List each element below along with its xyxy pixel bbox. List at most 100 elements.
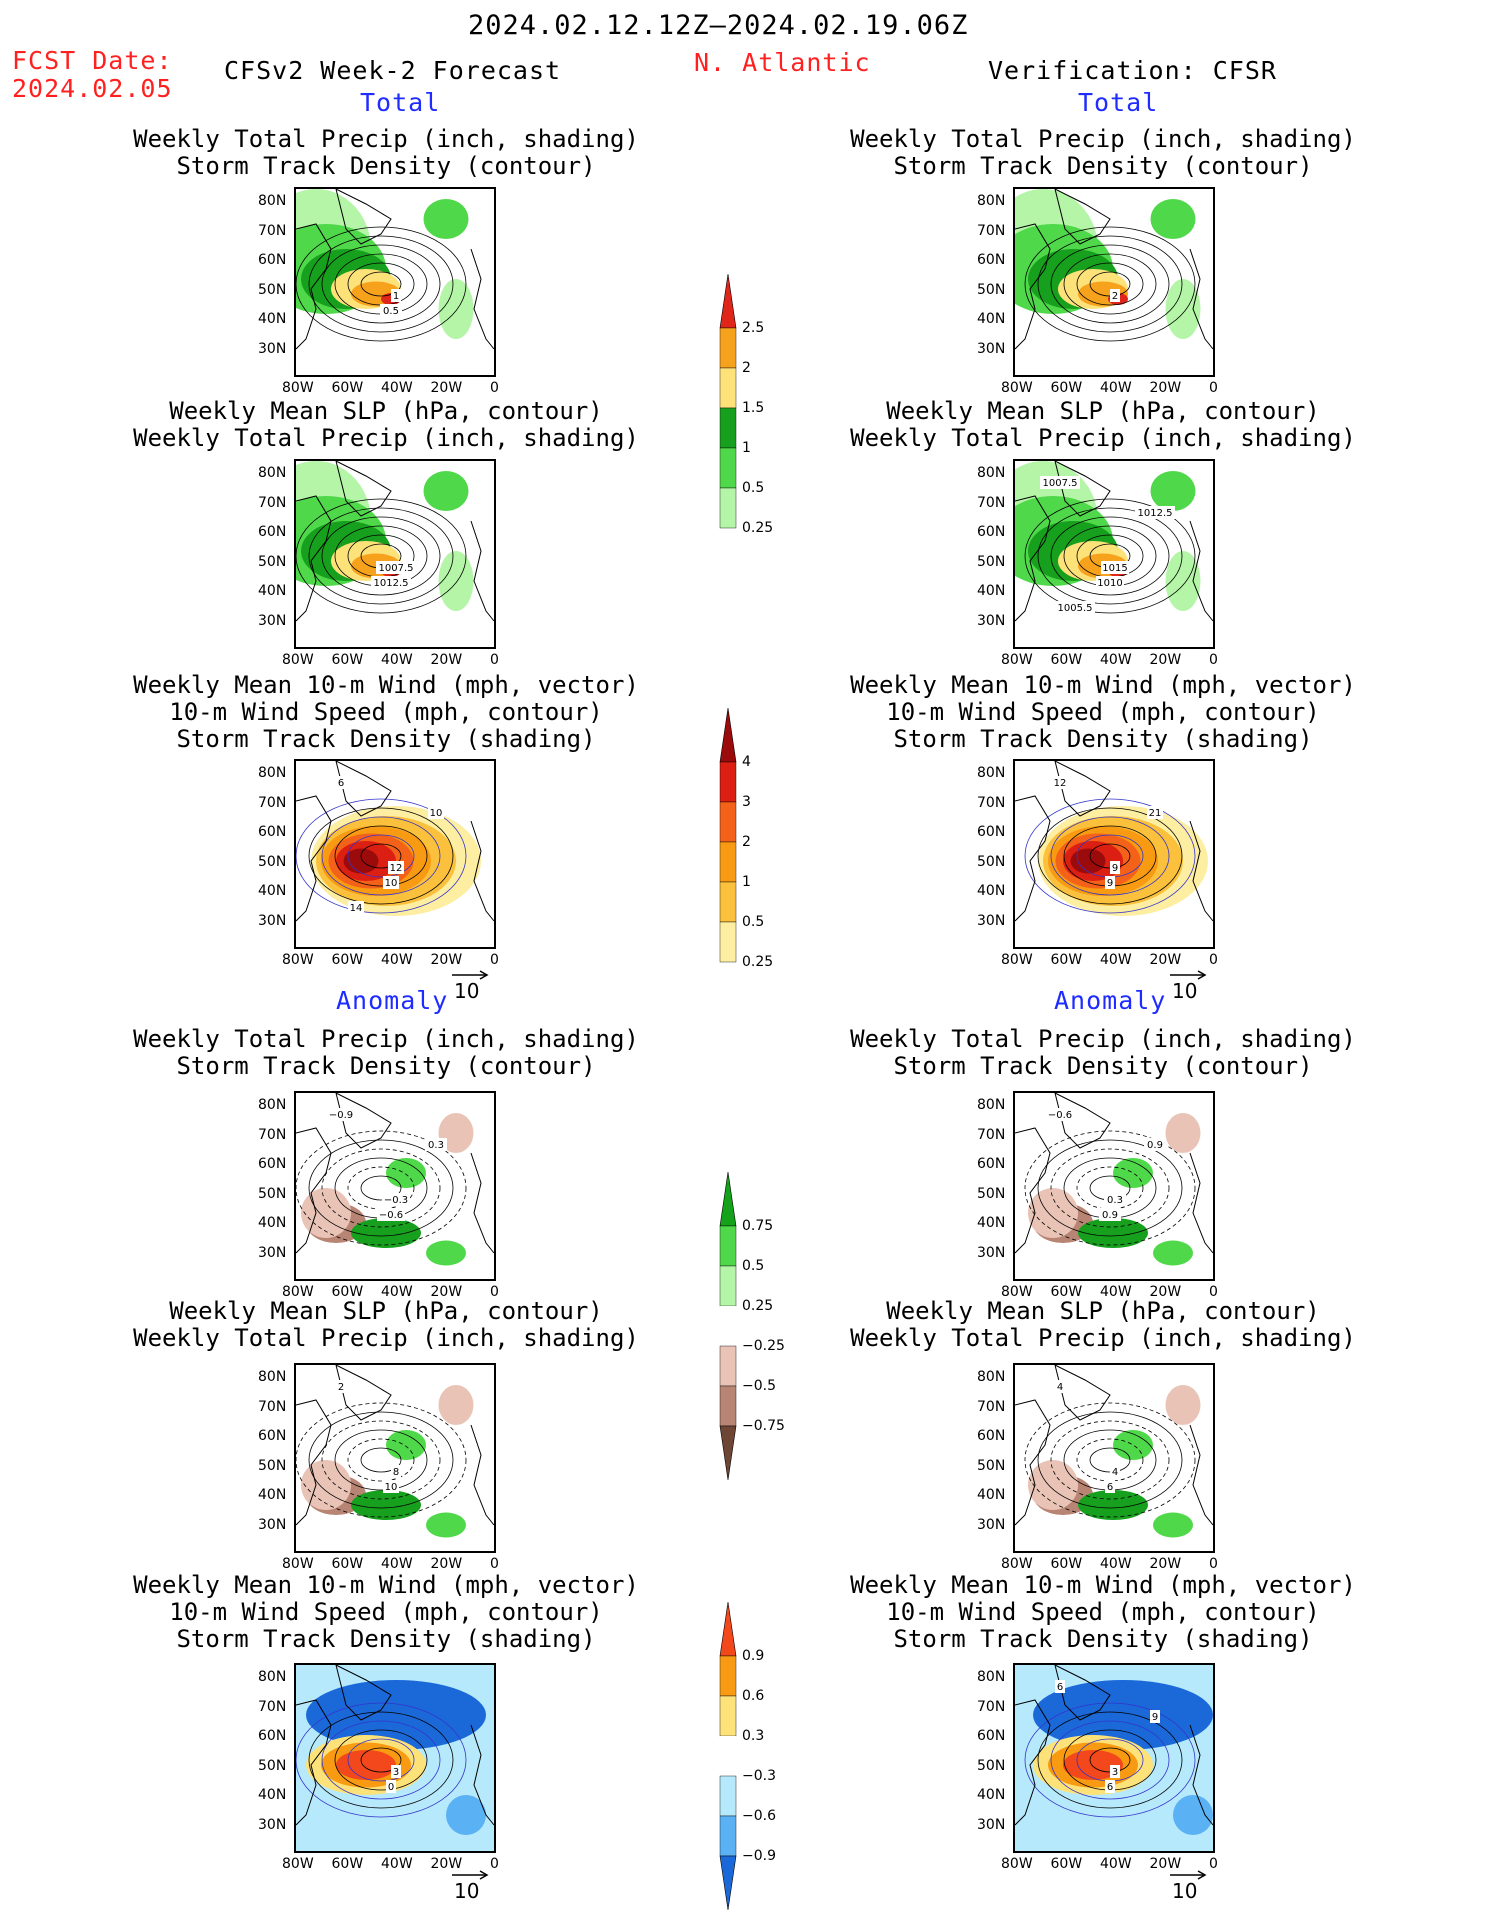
coastline-na xyxy=(1015,495,1051,622)
contour-line xyxy=(1037,1411,1183,1509)
lon-tick-label: 40W xyxy=(381,952,413,968)
colorbar-segment xyxy=(719,881,737,923)
contour-label: 14 xyxy=(348,901,364,914)
lon-tick-label: 40W xyxy=(381,1556,413,1572)
colorbar-label: −0.6 xyxy=(742,1808,776,1824)
section-total-right: Total xyxy=(1078,88,1159,117)
colorbar-segment xyxy=(719,1225,737,1267)
panel-title-fc-precip-track-total: Weekly Total Precip (inch, shading) Stor… xyxy=(86,126,686,180)
contour-label-bg xyxy=(1147,806,1163,819)
map-field: −0.3 −0.6 −0.9 0.3 xyxy=(296,1093,494,1266)
section-anomaly-right: Anomaly xyxy=(1054,986,1167,1015)
colorbar-label: 0.25 xyxy=(742,1298,773,1314)
shaded-region xyxy=(1173,1795,1213,1835)
contour-line xyxy=(296,226,467,342)
colorbar-segment xyxy=(719,1815,737,1857)
section-anomaly-left: Anomaly xyxy=(336,986,449,1015)
lat-tick-label: 40N xyxy=(258,883,287,899)
contour-line xyxy=(1024,1130,1196,1246)
contour-label: 8 xyxy=(391,1465,401,1478)
contour-line xyxy=(1063,253,1157,315)
colorbar-segment xyxy=(719,327,737,369)
lon-tick-label: 80W xyxy=(282,652,314,668)
contour-label-text: 0.5 xyxy=(383,306,399,317)
map-ob-precip-track-anom: 0.3 0.9 −0.6 0.9 xyxy=(1013,1091,1215,1281)
coastline-na xyxy=(296,795,332,922)
contour-line xyxy=(321,1420,441,1500)
shaded-region xyxy=(1165,279,1201,339)
colorbar-track-total: 4 3 2 1 0.5 0.25 xyxy=(718,702,798,988)
title-line: 10-m Wind Speed (mph, contour) xyxy=(169,698,603,726)
lon-tick-label: 40W xyxy=(1100,1284,1132,1300)
contour-label-bg xyxy=(428,806,444,819)
colorbar-segment xyxy=(719,1425,737,1481)
panel-title-ob-wind-total: Weekly Mean 10-m Wind (mph, vector) 10-m… xyxy=(803,672,1403,753)
coastline-na xyxy=(296,223,332,350)
colorbar-segment xyxy=(719,1855,737,1911)
lat-tick-label: 70N xyxy=(258,1126,287,1143)
contour-label-bg xyxy=(1110,1765,1120,1778)
contour-label-bg xyxy=(383,876,399,889)
contour-label: 12 xyxy=(1052,776,1068,789)
contour-label-text: 0.9 xyxy=(1102,1210,1118,1221)
contour-label-text: 1007.5 xyxy=(379,563,414,574)
lat-tick-label: 80N xyxy=(977,1669,1006,1685)
lat-tick-label: 30N xyxy=(977,340,1006,357)
contour-label-bg xyxy=(391,1765,401,1778)
lon-tick-label: 40W xyxy=(1100,1556,1132,1572)
contour-line xyxy=(296,498,467,614)
contour-label-text: 6 xyxy=(1057,1682,1063,1693)
vector-ref-ob-total: 10 xyxy=(1168,966,1208,1003)
contour-line xyxy=(1037,235,1183,333)
lat-tick-label: 80N xyxy=(258,1097,287,1113)
map-fc-slp-anom: 8 10 2 xyxy=(294,1363,496,1553)
colorbar-graphic: 4 3 2 1 0.5 0.25 xyxy=(719,707,773,970)
contour-line xyxy=(360,843,402,869)
lon-tick-label: 0 xyxy=(490,652,499,668)
lat-tick-label: 40N xyxy=(977,583,1006,599)
contour-line xyxy=(1050,516,1170,596)
contour-line xyxy=(308,1139,454,1237)
coastline-na xyxy=(1015,1127,1051,1254)
colorbar-label: 0.9 xyxy=(742,1648,764,1664)
map-field: 1015 1010 1007.5 1012.5 1005.5 xyxy=(1015,461,1213,622)
contour-label-text: 0.9 xyxy=(1147,1140,1163,1151)
contour-line xyxy=(308,235,454,333)
title-line: Weekly Total Precip (inch, shading) xyxy=(133,125,639,153)
contour-line xyxy=(308,1711,454,1809)
colorbar-label: 1 xyxy=(742,440,751,456)
title-line: Weekly Total Precip (inch, shading) xyxy=(133,424,639,452)
contour-label-bg xyxy=(336,776,346,789)
colorbar-segment xyxy=(719,1775,737,1817)
lat-tick-label: 70N xyxy=(977,222,1006,239)
contour-label-bg xyxy=(1099,1208,1121,1221)
colorbar-segment xyxy=(719,1655,737,1697)
map-fc-precip-track-total: 1 0.5 xyxy=(294,187,496,377)
lon-tick-label: 80W xyxy=(1001,1556,1033,1572)
contour-line xyxy=(334,1729,428,1791)
coastline-europe xyxy=(1189,1152,1213,1254)
shaded-region xyxy=(1165,1113,1201,1153)
lat-tick-label: 30N xyxy=(977,1244,1006,1261)
contour-label-bg xyxy=(386,1780,396,1793)
colorbar-segment xyxy=(719,1695,737,1737)
lat-tick-label: 80N xyxy=(258,765,287,781)
contour-label-bg xyxy=(1144,1138,1166,1151)
colorbar-label: 0.6 xyxy=(742,1688,764,1704)
map-fc-precip-track-anom: −0.3 −0.6 −0.9 0.3 xyxy=(294,1091,496,1281)
panel-title-fc-slp-anom: Weekly Mean SLP (hPa, contour) Weekly To… xyxy=(86,1298,686,1352)
colorbar-label: −0.25 xyxy=(742,1338,785,1354)
shaded-region xyxy=(351,1218,421,1248)
map-field: 12 10 6 10 14 xyxy=(296,761,494,922)
vector-arrow-icon xyxy=(452,1870,489,1880)
map-ob-wind-anom: 3 6 6 9 xyxy=(1013,1663,1215,1853)
coastline-na xyxy=(1015,1699,1051,1826)
contour-label-text: −0.3 xyxy=(384,1195,408,1206)
contour-label-text: 1007.5 xyxy=(1043,478,1078,489)
contour-label: −0.3 xyxy=(382,1193,410,1206)
contour-label-text: 4 xyxy=(1112,1467,1118,1478)
lat-tick-label: 30N xyxy=(258,612,287,629)
contour-label: 9 xyxy=(1110,861,1120,874)
panel-title-fc-wind-anom: Weekly Mean 10-m Wind (mph, vector) 10-m… xyxy=(86,1572,686,1653)
colorbar-graphic: 0.75 0.5 0.25 −0.25 −0.5 −0.75 xyxy=(719,1171,785,1481)
